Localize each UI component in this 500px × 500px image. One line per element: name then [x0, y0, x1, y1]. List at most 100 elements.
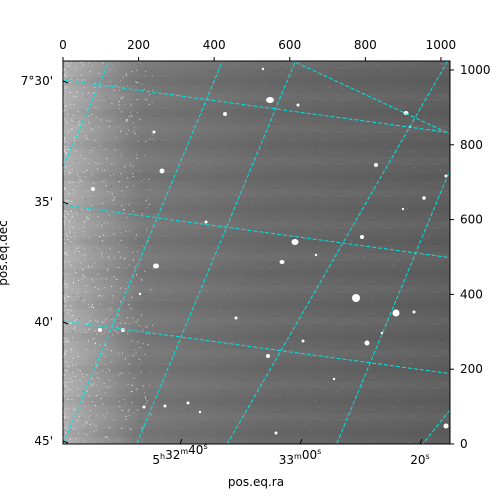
speckle [142, 385, 144, 387]
speckle [241, 283, 243, 285]
speckle [102, 62, 104, 64]
speckle [426, 259, 428, 261]
speckle [125, 73, 127, 75]
speckle [329, 86, 331, 88]
speckle [74, 320, 76, 322]
speckle [69, 388, 71, 390]
star [198, 410, 202, 414]
speckle [71, 168, 73, 170]
speckle [152, 268, 154, 270]
speckle [73, 181, 75, 183]
speckle [187, 409, 189, 411]
speckle [235, 270, 237, 272]
speckle [446, 68, 448, 70]
speckle [298, 89, 300, 90]
speckle [175, 67, 177, 69]
speckle [102, 169, 104, 171]
speckle [82, 413, 84, 415]
speckle [99, 236, 101, 238]
dec-tick [62, 321, 69, 325]
speckle [101, 224, 103, 226]
speckle [142, 245, 144, 247]
speckle [203, 177, 205, 179]
speckle [83, 231, 85, 233]
speckle [63, 286, 65, 288]
speckle [147, 430, 149, 431]
speckle [145, 403, 147, 404]
speckle [65, 283, 67, 285]
speckle [192, 126, 194, 128]
speckle [86, 109, 88, 111]
speckle [81, 373, 83, 375]
speckle [428, 139, 430, 141]
speckle [303, 365, 305, 366]
speckle [131, 390, 133, 392]
speckle [138, 430, 140, 432]
speckle [83, 329, 85, 331]
speckle [410, 285, 412, 286]
speckle [127, 333, 129, 335]
speckle [68, 182, 70, 184]
speckle [66, 398, 68, 400]
right-tick-label: 600 [460, 213, 483, 227]
speckle [73, 96, 75, 97]
speckle [82, 275, 84, 277]
speckle [125, 75, 127, 77]
speckle [328, 323, 330, 325]
speckle [293, 374, 295, 376]
speckle [425, 154, 427, 156]
speckle [74, 321, 76, 323]
speckle [130, 105, 132, 107]
speckle [92, 313, 94, 314]
speckle [137, 82, 139, 84]
speckle [107, 367, 109, 369]
speckle [70, 92, 72, 93]
speckle [365, 65, 367, 67]
speckle [63, 357, 65, 358]
speckle [63, 267, 65, 269]
speckle [74, 269, 76, 271]
speckle [162, 101, 163, 103]
speckle [67, 398, 69, 400]
speckle [73, 295, 74, 296]
speckle [392, 243, 394, 245]
speckle [105, 251, 107, 253]
speckle [66, 408, 68, 410]
speckle [63, 404, 65, 406]
speckle [73, 137, 75, 139]
speckle [63, 313, 65, 315]
speckle [94, 262, 96, 264]
speckle [147, 240, 149, 242]
speckle [108, 99, 110, 101]
speckle [215, 325, 217, 327]
star [364, 340, 370, 346]
speckle [209, 83, 211, 84]
speckle [328, 376, 330, 378]
speckle [346, 390, 347, 392]
speckle [86, 215, 88, 217]
speckle [64, 243, 66, 245]
speckle [252, 275, 253, 277]
speckle [375, 129, 377, 131]
speckle [425, 101, 427, 103]
speckle [380, 384, 382, 386]
speckle [134, 133, 136, 135]
top-tick-label: 0 [59, 38, 67, 52]
speckle [236, 439, 238, 441]
speckle [67, 284, 69, 286]
speckle [136, 279, 138, 281]
speckle [96, 429, 98, 431]
speckle [346, 242, 348, 244]
speckle [68, 214, 70, 215]
speckle [66, 212, 68, 214]
speckle [324, 206, 326, 208]
speckle [70, 75, 72, 77]
speckle [112, 173, 114, 175]
speckle [408, 442, 410, 444]
ra-tick-label: 33m00s [279, 447, 322, 467]
speckle [64, 280, 66, 282]
star [266, 354, 270, 358]
speckle [79, 379, 81, 381]
speckle [70, 172, 72, 173]
speckle [174, 348, 176, 350]
